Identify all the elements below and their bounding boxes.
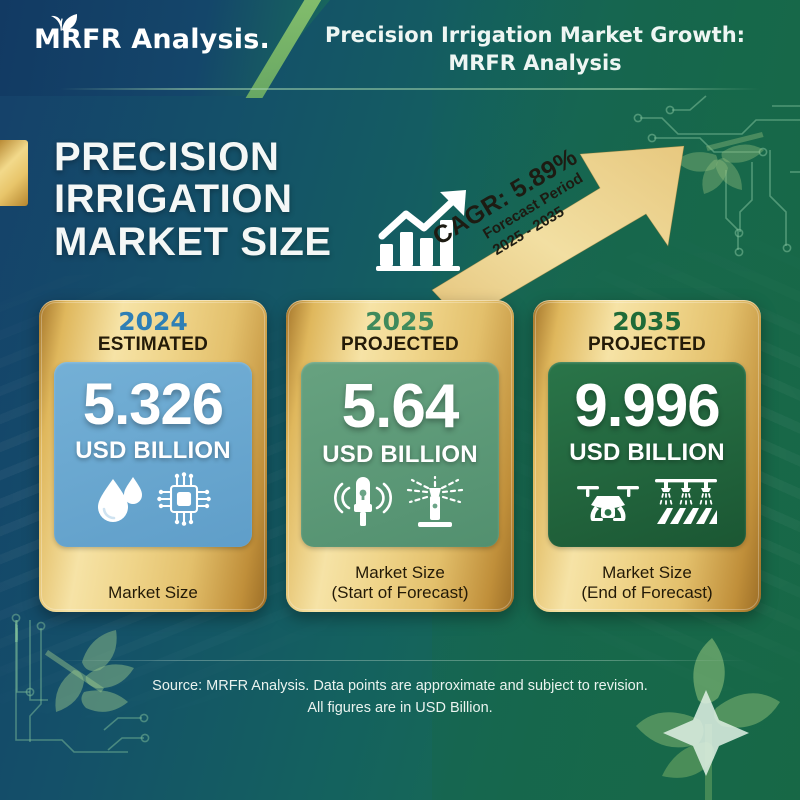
card-status: ESTIMATED [97, 334, 209, 355]
sprinkler-icon [406, 476, 464, 528]
field-irrigation-icon [655, 479, 717, 525]
card-caption: Market Size (Start of Forecast) [332, 563, 469, 603]
footer-line1: Source: MRFR Analysis. Data points are a… [152, 678, 648, 694]
brand-logo-text: MRFR Analysis. [34, 24, 270, 55]
footer-divider [52, 660, 748, 661]
card-value: 5.326 [82, 372, 224, 438]
card-value-panel: 5.326 USD BILLION [54, 362, 252, 548]
cagr-text-group: CAGR: 5.89% Forecast Period 2025 - 2035 [428, 105, 667, 282]
card-unit: USD BILLION [75, 437, 231, 465]
header-underline [60, 88, 760, 90]
card-year: 2024 [118, 307, 188, 336]
card-caption-line1: Market Size [108, 582, 198, 602]
card-caption-line2: (End of Forecast) [581, 582, 713, 602]
card-caption-line1: Market Size [355, 562, 445, 582]
header-title-line1: Precision Irrigation Market Growth: [324, 23, 746, 47]
title-accent-tab [0, 140, 28, 206]
page-title-line1: PRECISION IRRIGATION [54, 135, 293, 222]
card-caption: Market Size (End of Forecast) [581, 563, 712, 603]
cagr-badge: CAGR: 5.89% Forecast Period 2025 - 2035 [405, 128, 725, 308]
market-card-2035[interactable]: 2035 PROJECTED 9.996 USD BILLION [533, 300, 761, 612]
card-unit: USD BILLION [569, 439, 725, 467]
drone-icon [577, 486, 639, 522]
card-icons [575, 474, 719, 528]
footer-source-note: Source: MRFR Analysis. Data points are a… [60, 676, 740, 720]
card-icons [95, 472, 211, 526]
market-card-2024[interactable]: 2024 ESTIMATED 5.326 USD BILLION [39, 300, 267, 612]
card-value: 9.996 [574, 372, 720, 440]
header-title: Precision Irrigation Market Growth: MRFR… [300, 22, 770, 77]
card-status: PROJECTED [588, 334, 706, 355]
header-title-line2: MRFR Analysis [448, 50, 622, 75]
brand-logo[interactable]: MRFR Analysis. [34, 14, 270, 55]
market-size-cards: 2024 ESTIMATED 5.326 USD BILLION [0, 300, 800, 612]
footer-line2: All figures are in USD Billion. [307, 699, 493, 716]
card-year: 2035 [612, 307, 682, 336]
page-header: MRFR Analysis. Precision Irrigation Mark… [0, 0, 800, 98]
card-caption: Market Size [108, 583, 198, 603]
page-title: PRECISION IRRIGATION MARKET SIZE [54, 136, 524, 263]
card-caption-line1: Market Size [602, 562, 692, 582]
card-icons [334, 476, 466, 530]
card-unit: USD BILLION [322, 441, 478, 469]
card-status: PROJECTED [341, 334, 459, 355]
microchip-icon [157, 472, 211, 526]
card-caption-line2: (Start of Forecast) [331, 582, 469, 602]
card-value: 5.64 [341, 372, 460, 442]
card-year: 2025 [365, 307, 435, 336]
leaf-icon [51, 14, 78, 31]
market-card-2025[interactable]: 2025 PROJECTED 5.64 USD BILLION [286, 300, 514, 612]
card-value-panel: 9.996 USD BILLION [548, 362, 746, 548]
water-drop-icon [98, 477, 142, 523]
page-title-line2: MARKET SIZE [54, 219, 332, 264]
soil-sensor-icon [334, 477, 392, 527]
card-value-panel: 5.64 USD BILLION [301, 362, 499, 548]
